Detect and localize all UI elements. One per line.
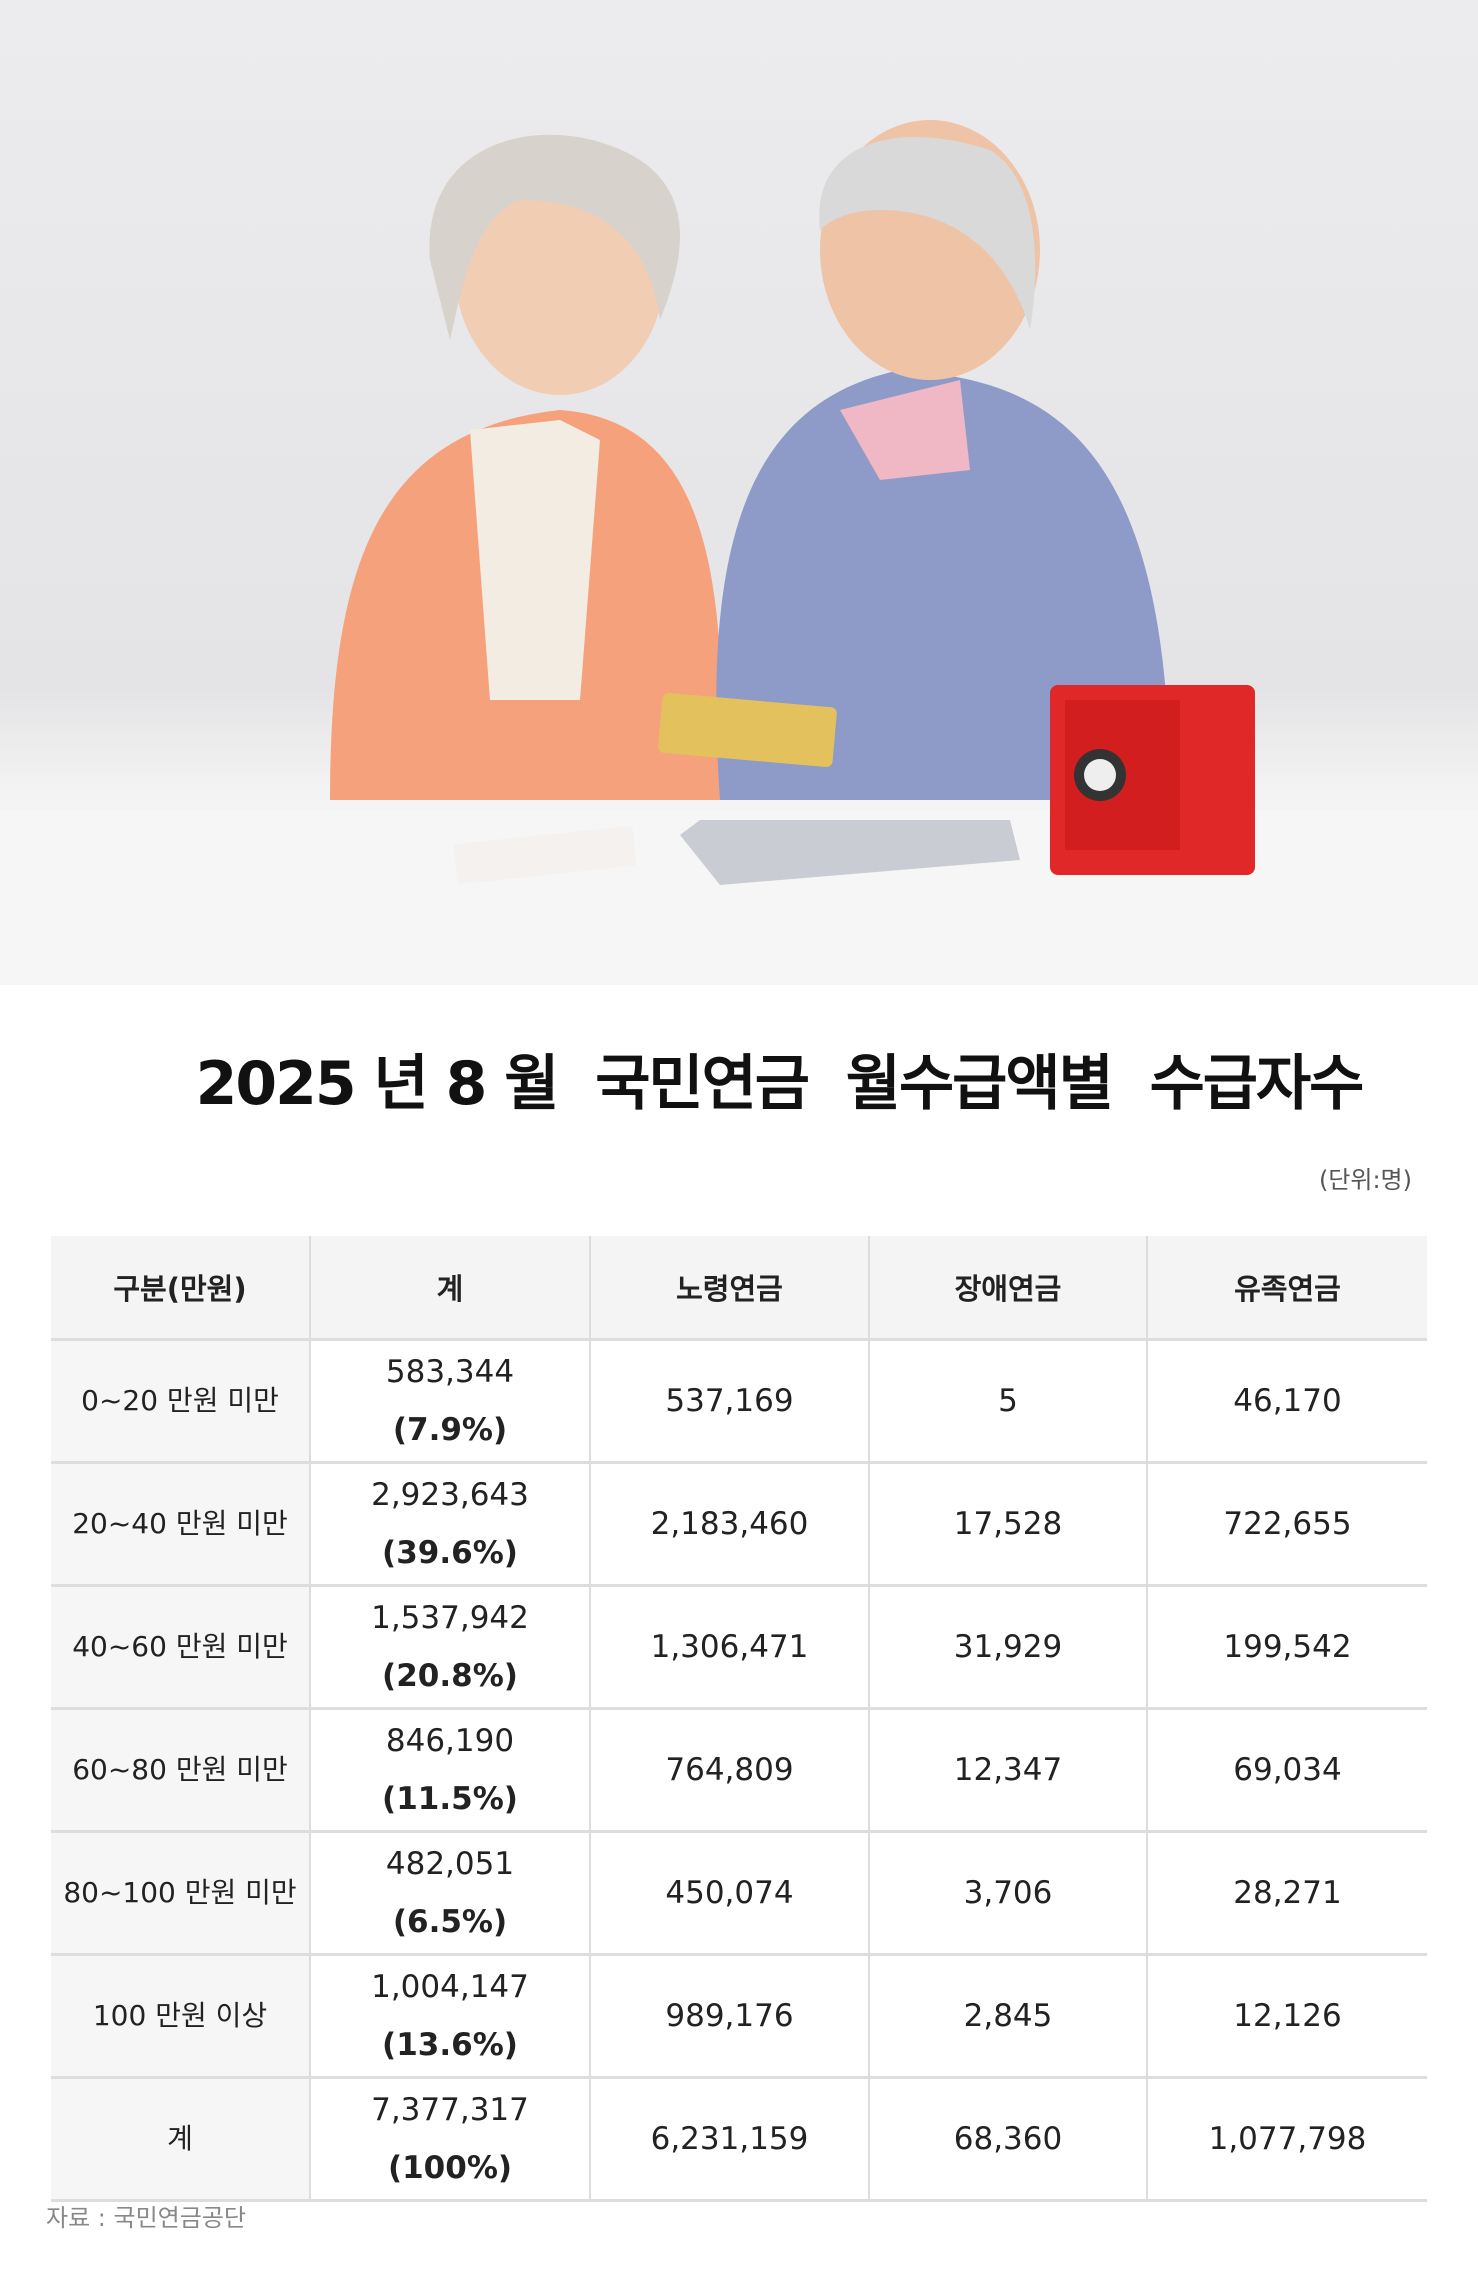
row-disability: 31,929 <box>869 1585 1148 1710</box>
row-category: 0~20 만원 미만 <box>51 1339 311 1464</box>
total-value: 1,537,942 <box>371 1600 529 1636</box>
row-old-age: 537,169 <box>590 1339 870 1464</box>
unit-label: (단위:명) <box>1318 1166 1412 1194</box>
row-survivor: 1,077,798 <box>1147 2077 1427 2202</box>
row-old-age: 2,183,460 <box>590 1462 870 1587</box>
couple-illustration <box>0 120 1478 985</box>
row-category: 60~80 만원 미만 <box>51 1708 311 1833</box>
calculator-icon <box>453 826 637 884</box>
table-row: 0~20 만원 미만 583,344 (7.9%) 537,169 5 46,170 <box>51 1339 1427 1464</box>
row-category: 80~100 만원 미만 <box>51 1831 311 1956</box>
header-survivor: 유족연금 <box>1147 1236 1427 1341</box>
row-old-age: 764,809 <box>590 1708 870 1833</box>
table-row: 계 7,377,317 (100%) 6,231,159 68,360 1,077,798 <box>51 2077 1427 2202</box>
row-survivor: 199,542 <box>1147 1585 1427 1710</box>
share-percent: (7.9%) <box>392 1412 508 1448</box>
row-disability: 3,706 <box>869 1831 1148 1956</box>
row-old-age: 1,306,471 <box>590 1585 870 1710</box>
share-percent: (11.5%) <box>382 1781 518 1817</box>
row-category: 계 <box>51 2077 311 2202</box>
row-disability: 2,845 <box>869 1954 1148 2079</box>
row-disability: 12,347 <box>869 1708 1148 1833</box>
row-total: 482,051 (6.5%) <box>310 1831 591 1956</box>
table-row: 40~60 만원 미만 1,537,942 (20.8%) 1,306,471 31,9… <box>51 1585 1427 1710</box>
row-total: 2,923,643 (39.6%) <box>310 1462 591 1587</box>
card-icon <box>658 693 837 768</box>
row-total: 1,004,147 (13.6%) <box>310 1954 591 2079</box>
total-value: 2,923,643 <box>371 1477 529 1513</box>
row-disability: 17,528 <box>869 1462 1148 1587</box>
share-percent: (20.8%) <box>382 1658 518 1694</box>
row-old-age: 989,176 <box>590 1954 870 2079</box>
table-row: 20~40 만원 미만 2,923,643 (39.6%) 2,183,460 17,5… <box>51 1462 1427 1587</box>
header-total: 계 <box>310 1236 591 1341</box>
source-note: 자료 : 국민연금공단 <box>46 2204 246 2232</box>
header-old-age: 노령연금 <box>590 1236 870 1341</box>
total-value: 482,051 <box>385 1846 515 1882</box>
row-old-age: 6,231,159 <box>590 2077 870 2202</box>
hero-photo-elderly-couple <box>0 0 1478 985</box>
row-survivor: 28,271 <box>1147 1831 1427 1956</box>
share-percent: (13.6%) <box>382 2027 518 2063</box>
row-disability: 5 <box>869 1339 1148 1464</box>
row-survivor: 722,655 <box>1147 1462 1427 1587</box>
row-survivor: 69,034 <box>1147 1708 1427 1833</box>
share-percent: (39.6%) <box>382 1535 518 1571</box>
total-value: 1,004,147 <box>371 1969 529 2005</box>
total-value: 846,190 <box>385 1723 515 1759</box>
row-total: 7,377,317 (100%) <box>310 2077 591 2202</box>
row-category: 20~40 만원 미만 <box>51 1462 311 1587</box>
pension-recipients-table: 구분(만원) 계 노령연금 장애연금 유족연금 0~20 만원 미만 583,34… <box>51 1236 1427 2202</box>
table-row: 60~80 만원 미만 846,190 (11.5%) 764,809 12,347 69… <box>51 1708 1427 1833</box>
table-row: 100 만원 이상 1,004,147 (13.6%) 989,176 2,845 12,… <box>51 1954 1427 2079</box>
row-total: 1,537,942 (20.8%) <box>310 1585 591 1710</box>
row-survivor: 12,126 <box>1147 1954 1427 2079</box>
header-disability: 장애연금 <box>869 1236 1148 1341</box>
header-category: 구분(만원) <box>51 1236 311 1341</box>
woman-hair <box>429 134 680 340</box>
table-header-row: 구분(만원) 계 노령연금 장애연금 유족연금 <box>51 1236 1427 1341</box>
total-value: 583,344 <box>385 1354 515 1390</box>
page-title: 2025 년 8 월 국민연금 월수급액별 수급자수 <box>195 1049 1365 1119</box>
man-hair <box>819 136 1036 330</box>
row-old-age: 450,074 <box>590 1831 870 1956</box>
row-total: 583,344 (7.9%) <box>310 1339 591 1464</box>
row-total: 846,190 (11.5%) <box>310 1708 591 1833</box>
total-value: 7,377,317 <box>371 2092 529 2128</box>
row-disability: 68,360 <box>869 2077 1148 2202</box>
row-category: 40~60 만원 미만 <box>51 1585 311 1710</box>
tablet-icon <box>680 820 1020 885</box>
table-row: 80~100 만원 미만 482,051 (6.5%) 450,074 3,706 28,… <box>51 1831 1427 1956</box>
share-percent: (100%) <box>387 2150 513 2186</box>
row-survivor: 46,170 <box>1147 1339 1427 1464</box>
share-percent: (6.5%) <box>392 1904 508 1940</box>
row-category: 100 만원 이상 <box>51 1954 311 2079</box>
